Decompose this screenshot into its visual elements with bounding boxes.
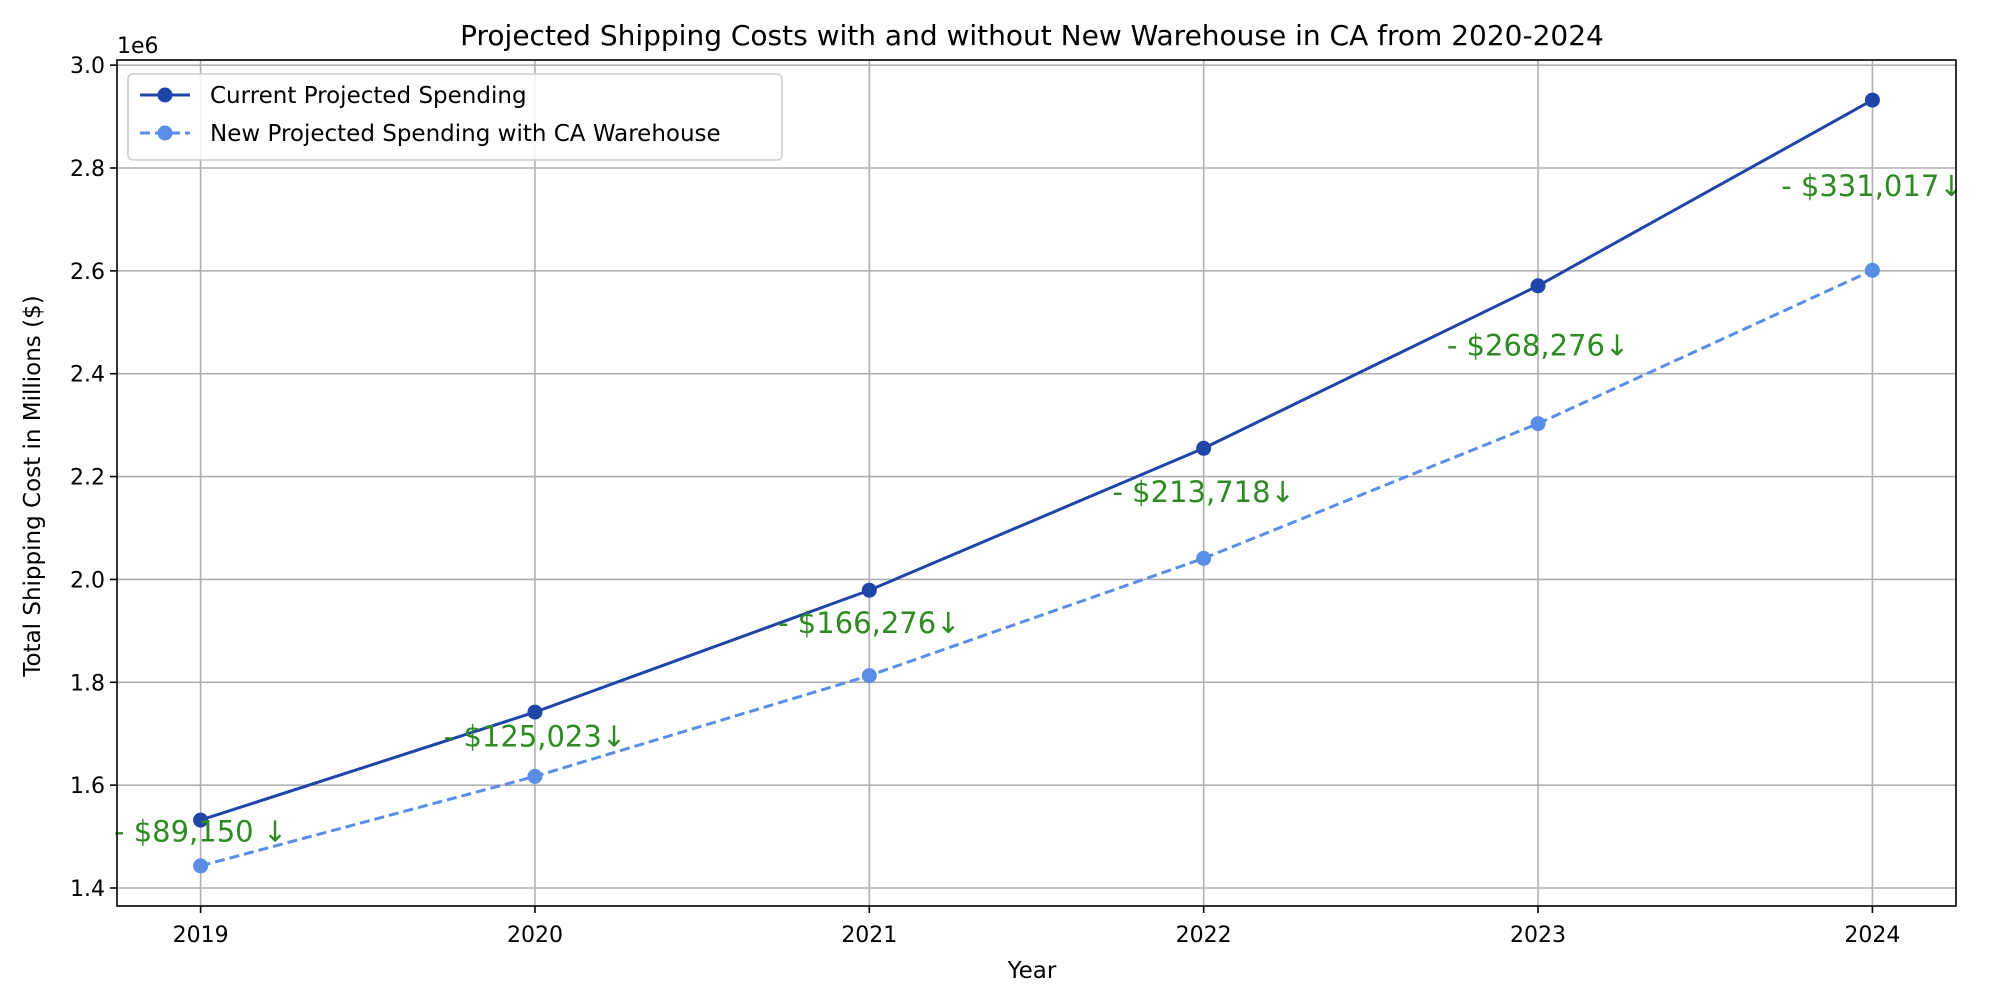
y-tick-label: 2.6 [70,260,105,285]
savings-annotation: - $166,276↓ [778,606,960,640]
savings-annotation: - $268,276↓ [1447,328,1629,362]
y-tick-label: 2.4 [70,363,105,388]
x-tick-label: 2022 [1176,923,1232,948]
x-tick-label: 2023 [1510,923,1566,948]
y-axis-offset-label: 1e6 [117,34,159,59]
plot-frame [116,59,1957,907]
y-axis-label: Total Shipping Cost in Millions ($) [20,295,46,677]
x-tick-label: 2020 [507,923,563,948]
savings-annotation: - $125,023↓ [444,719,626,753]
savings-annotation: - $89,150 ↓ [114,814,287,848]
series-1-point [861,668,877,684]
legend-box [127,73,783,161]
series-0-point [1196,440,1212,456]
series-layer [193,92,1880,874]
series-1-point [193,858,209,874]
x-tick-label: 2024 [1844,923,1900,948]
y-tick-label: 2.2 [70,466,105,491]
chart-title: Projected Shipping Costs with and withou… [460,19,1604,52]
x-axis-label: Year [1007,958,1057,984]
annotations-layer: - $89,150 ↓ - $125,023↓ - $166,276↓ - $213,… [114,169,1964,848]
legend-marker-new [157,125,173,141]
x-axis-ticks: 2019 2020 2021 2022 2023 2024 [173,906,1900,948]
y-tick-label: 1.4 [70,877,105,902]
y-tick-label: 2.8 [70,157,105,182]
series-1-point [1864,262,1880,278]
series-0-point [1864,92,1880,108]
legend: Current Projected Spending New Projected… [127,73,783,161]
series-0-point [527,704,543,720]
savings-annotation: - $331,017↓ [1781,169,1963,203]
x-tick-label: 2019 [173,923,229,948]
legend-marker-current [157,87,173,103]
series-0-point [1530,278,1546,294]
series-line-0 [200,98,1874,822]
savings-annotation: - $213,718↓ [1113,475,1295,509]
legend-label-current: Current Projected Spending [210,83,527,109]
y-axis-ticks: 1.4 1.6 1.8 2.0 2.2 2.4 2.6 2.8 3.0 [70,54,117,902]
y-tick-label: 3.0 [70,54,105,79]
series-line-1 [200,268,1874,868]
series-0-point [861,582,877,598]
y-tick-label: 1.8 [70,671,105,696]
series-1-point [527,768,543,784]
y-tick-label: 2.0 [70,568,105,593]
x-tick-label: 2021 [841,923,897,948]
series-1-point [1196,550,1212,566]
series-0-point [193,812,209,828]
legend-label-new: New Projected Spending with CA Warehouse [210,121,721,147]
grid-lines [117,60,1956,906]
series-1-point [1530,416,1546,432]
y-tick-label: 1.6 [70,774,105,799]
